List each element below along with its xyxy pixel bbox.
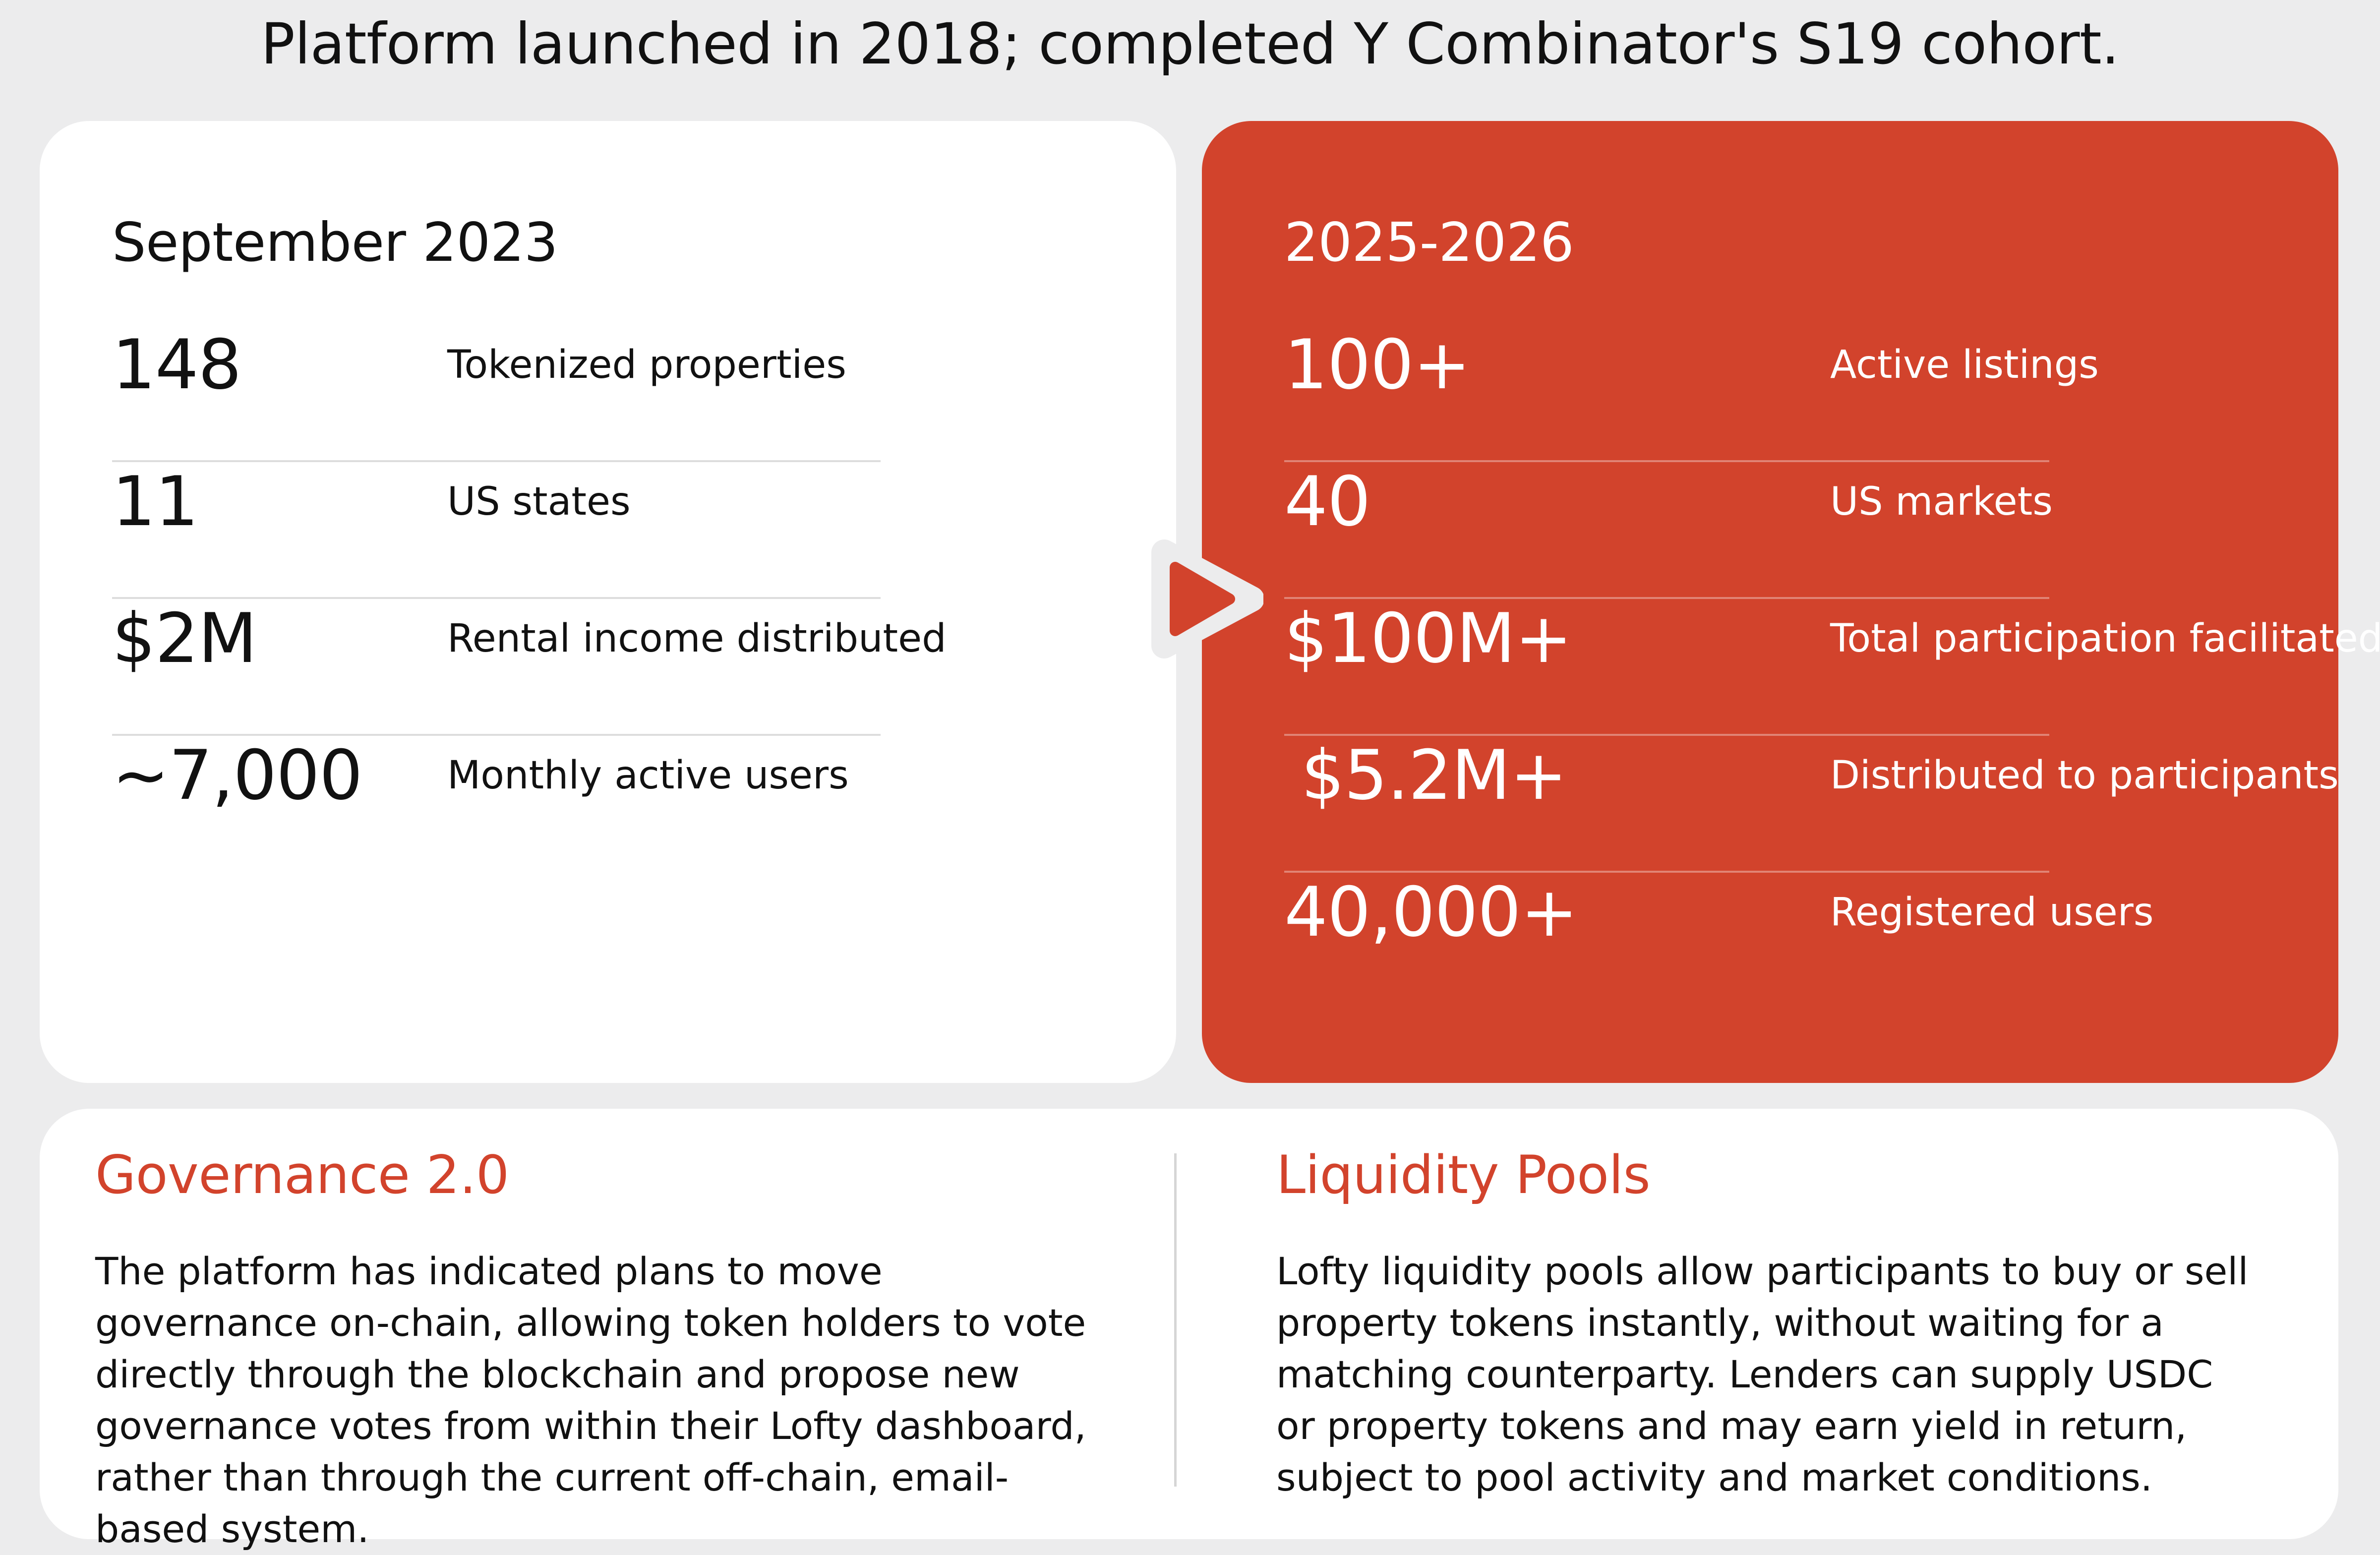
initiative-governance: Governance 2.0 The platform has indicate… bbox=[95, 1136, 1136, 1555]
stat-row: 40 US markets bbox=[1284, 462, 2053, 599]
stat-value: $2M bbox=[112, 598, 257, 678]
stat-value: $100M+ bbox=[1284, 598, 1572, 678]
arrow-right-icon bbox=[1151, 539, 1263, 658]
stat-label: US markets bbox=[1830, 479, 2053, 524]
stat-row: $5.2M+ Distributed to participants bbox=[1284, 735, 2339, 873]
stat-label: Monthly active users bbox=[447, 753, 849, 798]
initiative-title: Governance 2.0 bbox=[95, 1144, 509, 1205]
stat-row: $2M Rental income distributed bbox=[112, 598, 947, 736]
initiatives-card bbox=[40, 1109, 2338, 1539]
before-card: September 2023 148 Tokenized properties … bbox=[40, 121, 1176, 1083]
before-stat-list: 148 Tokenized properties 11 US states $2… bbox=[112, 325, 947, 873]
after-period: 2025-2026 bbox=[1284, 212, 1574, 274]
stat-label: Tokenized properties bbox=[447, 343, 846, 387]
after-stat-list: 100+ Active listings 40 US markets $100M… bbox=[1284, 325, 2380, 1010]
initiative-body: The platform has indicated plans to move… bbox=[95, 1249, 1086, 1551]
stat-row: $100M+ Total participation facilitated bbox=[1284, 598, 2380, 736]
stat-value: $5.2M+ bbox=[1301, 735, 1567, 815]
initiative-liquidity: Liquidity Pools Lofty liquidity pools al… bbox=[1276, 1136, 2318, 1503]
before-period: September 2023 bbox=[112, 212, 558, 274]
after-card: 2025-2026 100+ Active listings 40 US mar… bbox=[1202, 121, 2380, 1083]
stat-value: 40 bbox=[1284, 462, 1371, 541]
initiative-title: Liquidity Pools bbox=[1276, 1144, 1651, 1205]
section-divider bbox=[1174, 1153, 1177, 1487]
stat-row: ~7,000 Monthly active users bbox=[112, 736, 881, 873]
stat-row: 40,000+ Registered users bbox=[1284, 872, 2154, 1010]
stat-label: Total participation facilitated bbox=[1830, 616, 2380, 661]
stat-row: 148 Tokenized properties bbox=[112, 325, 881, 462]
headline: Platform launched in 2018; completed Y C… bbox=[261, 11, 2119, 77]
initiative-body: Lofty liquidity pools allow participants… bbox=[1276, 1249, 2249, 1499]
stat-value: 100+ bbox=[1284, 325, 1471, 405]
stat-label: Rental income distributed bbox=[447, 616, 947, 661]
stat-label: Distributed to participants bbox=[1830, 753, 2339, 798]
stat-value: 40,000+ bbox=[1284, 872, 1578, 952]
stat-row: 11 US states bbox=[112, 462, 881, 599]
stat-label: Registered users bbox=[1830, 890, 2154, 935]
stat-value: ~7,000 bbox=[112, 735, 363, 815]
stat-value: 11 bbox=[112, 462, 199, 541]
stat-row: 100+ Active listings bbox=[1284, 325, 2099, 462]
stat-label: Active listings bbox=[1830, 343, 2099, 387]
stat-label: US states bbox=[447, 479, 631, 524]
stat-value: 148 bbox=[112, 325, 241, 405]
